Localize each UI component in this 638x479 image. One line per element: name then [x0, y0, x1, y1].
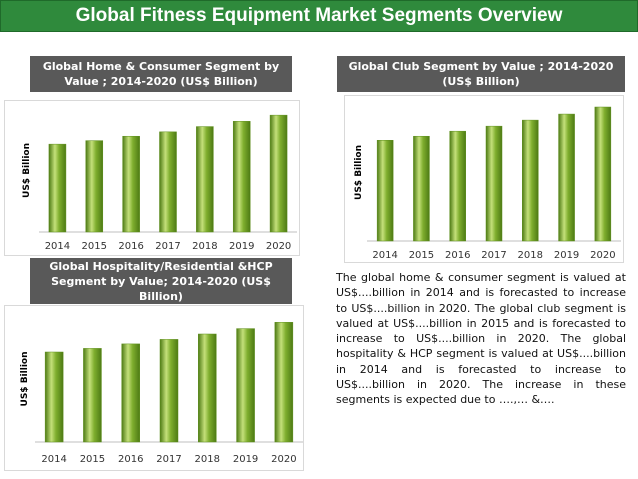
x-tick-label: 2015: [80, 454, 105, 465]
x-tick-label: 2020: [590, 250, 615, 261]
x-tick-label: 2014: [45, 241, 70, 252]
chart-title-hospitality: Global Hospitality/Residential &HCP Segm…: [30, 258, 292, 304]
bar-2017: [159, 339, 179, 443]
x-tick-label: 2014: [372, 250, 397, 261]
bar-2020: [274, 322, 294, 443]
chart-home-consumer: 2014 2015 2016 2017 2018 2019 2020 US$ Billion: [4, 100, 300, 256]
x-tick-label: 2017: [481, 250, 506, 261]
y-axis-label: US$ Billion: [20, 352, 30, 407]
bar-2016: [122, 135, 140, 233]
chart-hospitality-svg: 2014 2015 2016 2017 2018 2019 2020 US$ Billion: [20, 322, 303, 465]
chart-title-club: Global Club Segment by Value ; 2014-2020…: [337, 56, 625, 92]
bar-2015: [83, 348, 102, 443]
chart-home-consumer-svg: 2014 2015 2016 2017 2018 2019 2020 US$ Billion: [22, 114, 297, 252]
x-tick-label: 2018: [195, 454, 220, 465]
bar-2014: [44, 351, 64, 443]
bar-2014: [48, 143, 67, 233]
summary-paragraph: The global home & consumer segment is va…: [336, 271, 626, 407]
page-title: Global Fitness Equipment Market Segments…: [0, 0, 638, 32]
x-tick-label: 2015: [409, 250, 434, 261]
x-tick-label: 2016: [445, 250, 470, 261]
bar-2020: [269, 114, 288, 233]
y-axis-label: US$ Billion: [22, 143, 32, 198]
x-tick-label: 2014: [41, 454, 66, 465]
x-tick-label: 2020: [266, 241, 291, 252]
x-tick-label: 2019: [233, 454, 258, 465]
bar-2016: [449, 130, 466, 242]
x-tick-label: 2020: [271, 454, 296, 465]
bar-2017: [159, 131, 177, 233]
x-tick-label: 2017: [156, 454, 181, 465]
x-tick-label: 2019: [229, 241, 254, 252]
bar-2018: [196, 126, 214, 233]
x-tick-label: 2015: [82, 241, 107, 252]
x-tick-label: 2016: [118, 241, 143, 252]
chart-club-svg: 2014 2015 2016 2017 2018 2019 2020 US$ Billion: [354, 106, 621, 261]
bar-2019: [236, 328, 255, 443]
bar-2018: [198, 333, 217, 443]
bar-2015: [413, 135, 430, 242]
bar-2015: [85, 140, 104, 233]
chart-title-home-consumer: Global Home & Consumer Segment by Value …: [30, 56, 292, 92]
x-tick-label: 2019: [554, 250, 579, 261]
x-tick-label: 2016: [118, 454, 143, 465]
chart-club: 2014 2015 2016 2017 2018 2019 2020 US$ Billion: [344, 95, 624, 263]
bar-2020: [594, 106, 612, 242]
chart-hospitality: 2014 2015 2016 2017 2018 2019 2020 US$ Billion: [4, 305, 304, 471]
bar-2019: [232, 121, 251, 233]
x-tick-label: 2018: [192, 241, 217, 252]
x-tick-label: 2018: [518, 250, 543, 261]
bar-2017: [485, 125, 503, 242]
bar-2014: [376, 140, 394, 242]
x-tick-label: 2017: [155, 241, 180, 252]
bar-2019: [558, 113, 575, 242]
bar-2018: [522, 119, 539, 242]
y-axis-label: US$ Billion: [354, 145, 364, 200]
bar-2016: [121, 343, 140, 443]
